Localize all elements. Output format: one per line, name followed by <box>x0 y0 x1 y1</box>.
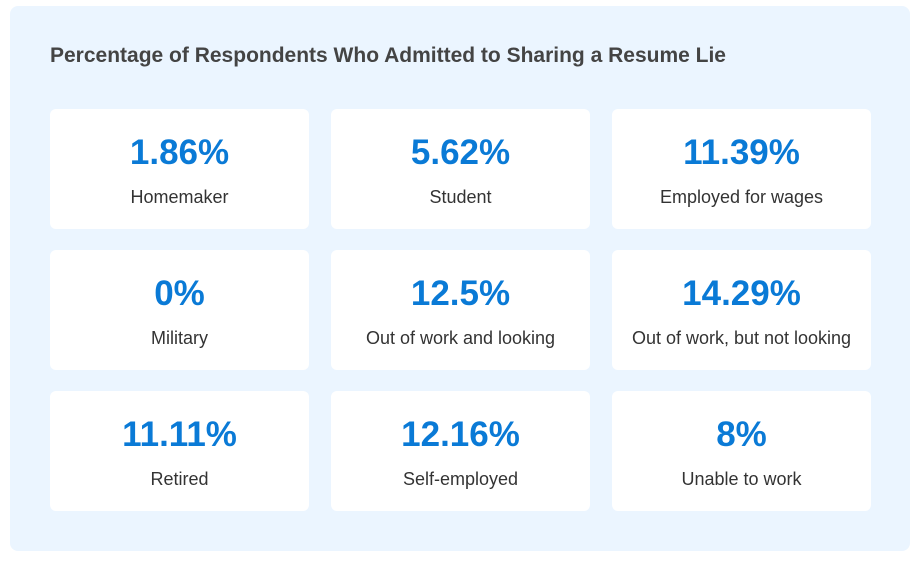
stat-label: Out of work and looking <box>365 328 556 348</box>
chart-panel: Percentage of Respondents Who Admitted t… <box>10 6 910 551</box>
stat-value: 14.29% <box>682 274 801 313</box>
stat-value: 8% <box>716 415 767 454</box>
stat-value: 12.5% <box>410 274 511 313</box>
stat-label: Student <box>429 187 492 207</box>
stat-card: 5.62% Student <box>331 109 590 229</box>
stat-card: 11.11% Retired <box>50 391 309 511</box>
stat-card: 12.5% Out of work and looking <box>331 250 590 370</box>
stat-label: Military <box>151 328 208 348</box>
stat-card: 12.16% Self-employed <box>331 391 590 511</box>
stat-label: Out of work, but not looking <box>631 328 852 348</box>
stat-label: Homemaker <box>130 187 229 207</box>
stat-card: 11.39% Employed for wages <box>612 109 871 229</box>
stat-card: 1.86% Homemaker <box>50 109 309 229</box>
stat-card: 8% Unable to work <box>612 391 871 511</box>
stat-value: 11.11% <box>122 415 237 454</box>
stat-value: 5.62% <box>410 133 511 172</box>
stat-card: 0% Military <box>50 250 309 370</box>
stat-value: 11.39% <box>683 133 800 172</box>
stat-card: 14.29% Out of work, but not looking <box>612 250 871 370</box>
stat-label: Unable to work <box>681 469 802 489</box>
stat-value: 1.86% <box>129 133 230 172</box>
chart-title: Percentage of Respondents Who Admitted t… <box>50 44 726 67</box>
stat-value: 0% <box>154 274 205 313</box>
stat-grid: 1.86% Homemaker 5.62% Student 11.39% Employed… <box>50 109 871 511</box>
stat-label: Self-employed <box>402 469 519 489</box>
stat-value: 12.16% <box>401 415 520 454</box>
stat-label: Retired <box>150 469 209 489</box>
stat-label: Employed for wages <box>659 187 824 207</box>
